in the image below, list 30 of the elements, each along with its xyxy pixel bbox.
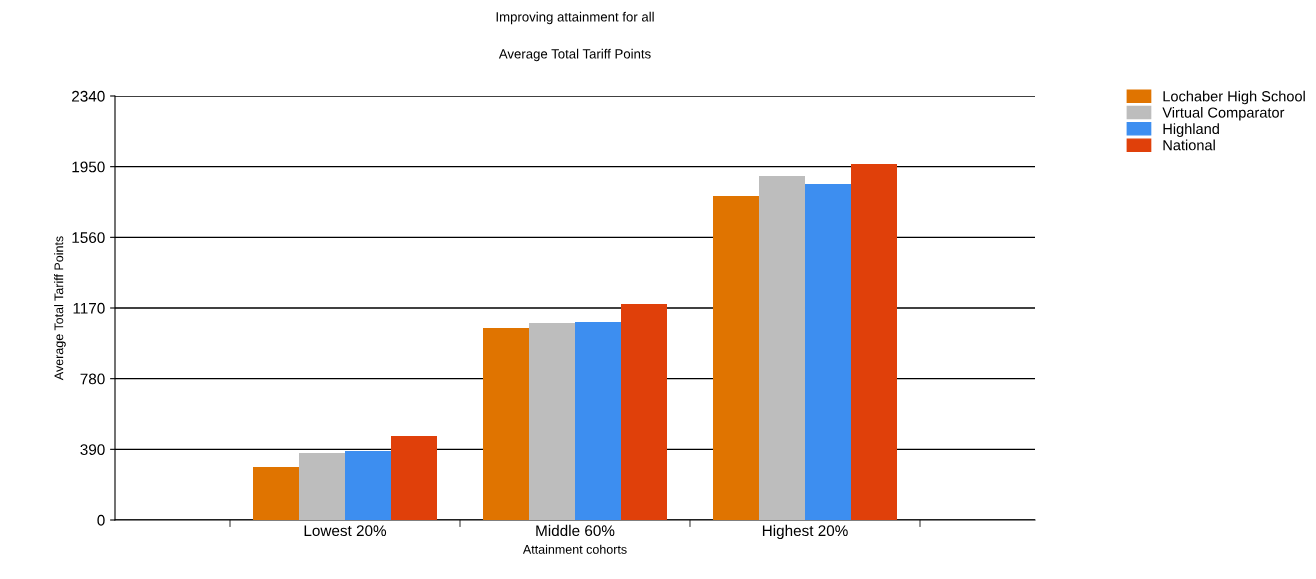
bar [253, 467, 299, 520]
bar [851, 163, 897, 520]
bar [299, 452, 345, 520]
y-tick-label: 0 [97, 514, 105, 526]
bar [345, 450, 391, 520]
bar [483, 327, 529, 520]
x-tick-label: Lowest 20% [304, 525, 387, 537]
y-axis-title: Average Total Tariff Points [54, 236, 66, 381]
bar [391, 435, 437, 520]
y-tick-label: 1950 [72, 161, 105, 173]
y-tick-label: 1560 [72, 232, 105, 244]
y-tick-label: 390 [80, 444, 105, 456]
x-tick-label: Highest 20% [762, 524, 848, 540]
legend-label: Lochaber High School [1163, 90, 1305, 105]
bar [759, 175, 805, 520]
chart-title: Improving attainment for all [496, 11, 654, 25]
legend-label: National [1163, 139, 1215, 151]
bar [713, 196, 759, 520]
chart-subtitle: Average Total Tariff Points [498, 48, 651, 62]
bar [575, 321, 621, 520]
bar [621, 304, 667, 520]
y-tick-label: 780 [80, 373, 105, 385]
legend-label: Virtual Comparator [1162, 107, 1285, 121]
y-tick-label: 1170 [73, 302, 105, 314]
x-axis-title: Attainment cohorts [522, 544, 627, 554]
bar [805, 184, 851, 520]
y-tick-label: 2340 [72, 90, 105, 102]
bar [529, 323, 575, 520]
x-tick-label: Middle 60% [536, 524, 615, 537]
legend-label: Highland [1163, 123, 1219, 137]
